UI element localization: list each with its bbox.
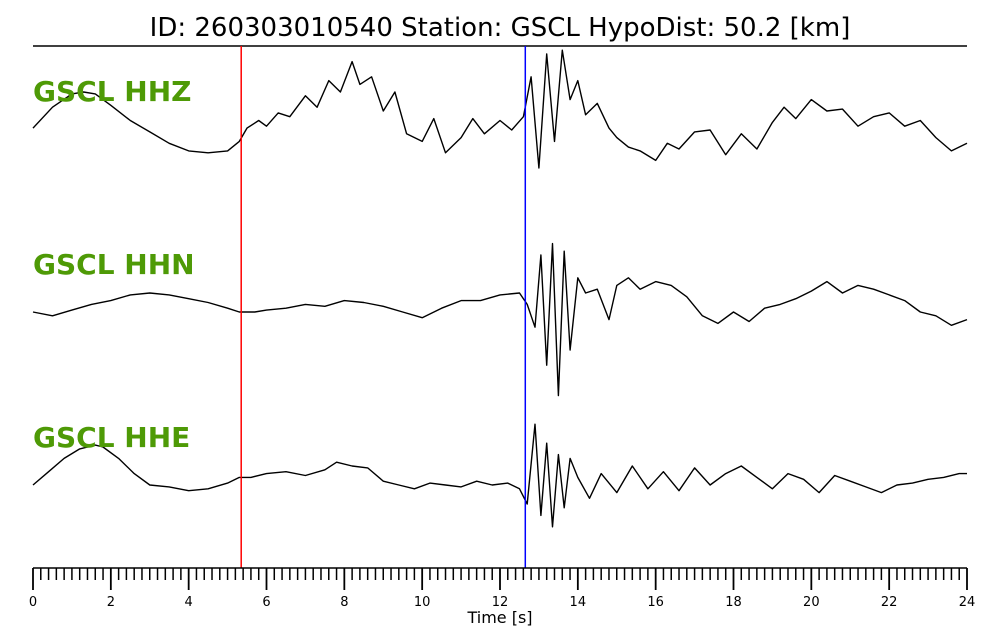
x-tick-label: 8 [340, 595, 348, 610]
x-tick-label: 12 [492, 595, 509, 610]
x-tick-label: 6 [262, 595, 270, 610]
chart-title: ID: 260303010540 Station: GSCL HypoDist:… [150, 13, 851, 43]
x-tick-label: 16 [647, 595, 664, 610]
x-tick-label: 20 [803, 595, 820, 610]
traces-layer [32, 49, 968, 528]
x-tick-label: 18 [725, 595, 742, 610]
trace-label-hhz: GSCL HHZ [33, 75, 191, 108]
trace-hhe [32, 423, 967, 528]
x-tick-label: 2 [107, 595, 115, 610]
time-axis: 0 2 4 6 8 10 12 14 16 18 20 22 24 [29, 567, 976, 610]
trace-label-hhe: GSCL HHE [33, 421, 190, 454]
trace-labels: GSCL HHZ GSCL HHN GSCL HHE [33, 75, 195, 454]
x-tick-label: 22 [881, 595, 898, 610]
trace-hhz [32, 49, 968, 169]
x-tick-label: 4 [185, 595, 193, 610]
x-tick-label: 0 [29, 595, 37, 610]
x-tick-label: 24 [959, 595, 976, 610]
trace-label-hhn: GSCL HHN [33, 248, 195, 281]
x-tick-label: 10 [414, 595, 431, 610]
trace-hhn [32, 242, 968, 397]
x-axis-label: Time [s] [466, 608, 532, 627]
x-tick-label: 14 [570, 595, 587, 610]
phase-markers [240, 46, 527, 568]
